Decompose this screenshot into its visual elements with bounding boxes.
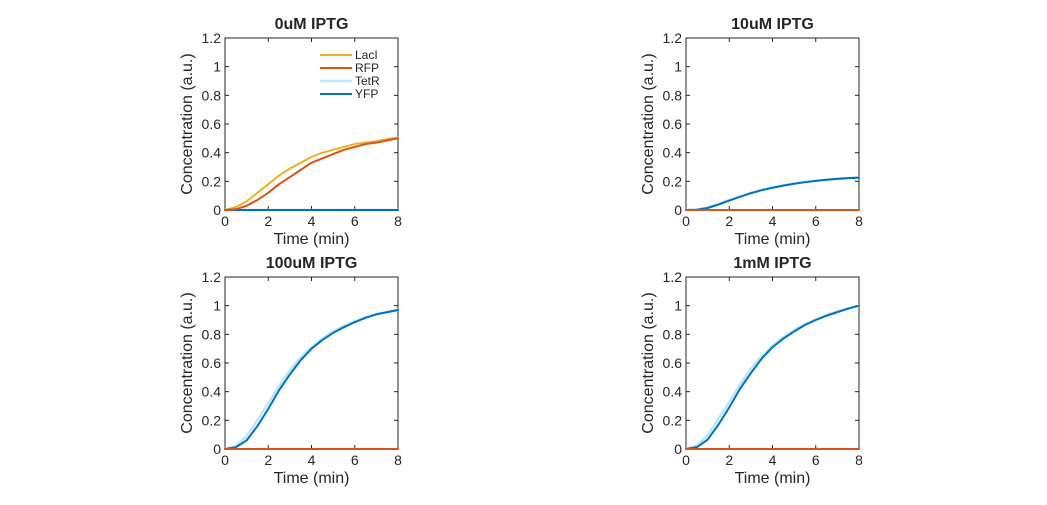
- y-tick-label: 0.6: [202, 116, 222, 132]
- y-tick-label: 1.2: [663, 269, 683, 285]
- x-axis-label: Time (min): [735, 231, 811, 248]
- y-tick-label: 0: [213, 202, 221, 218]
- x-tick-label: 6: [351, 213, 359, 229]
- legend-label: YFP: [355, 87, 378, 101]
- y-tick-label: 0.2: [202, 412, 222, 428]
- x-tick-label: 6: [351, 452, 359, 468]
- y-tick-label: 1: [674, 59, 682, 75]
- legend-label: LacI: [355, 48, 378, 62]
- x-axis-label: Time (min): [735, 470, 811, 487]
- y-axis-label: Concentration (a.u.): [179, 292, 196, 433]
- panel-title: 0uM IPTG: [275, 16, 349, 33]
- plot-area: [224, 276, 399, 450]
- y-tick-label: 1: [213, 298, 221, 314]
- y-tick-label: 0.8: [202, 87, 222, 103]
- y-tick-label: 0.4: [202, 145, 222, 161]
- series-line-yfp: [685, 176, 860, 211]
- x-tick-label: 2: [725, 452, 733, 468]
- series-line-yfp: [224, 308, 399, 450]
- y-tick-label: 1.2: [202, 30, 222, 46]
- y-tick-label: 0.2: [202, 173, 222, 189]
- x-tick-label: 6: [812, 452, 820, 468]
- y-axis-label: Concentration (a.u.): [640, 53, 657, 194]
- y-tick-label: 0.4: [663, 145, 683, 161]
- chart-panel: 0 2 4 6 8 0 0.2 0.4 0.6 0.8 1 1.2 0uM IPTG Time (min)…: [179, 16, 402, 248]
- plot-area: [685, 37, 860, 211]
- panel-title: 100uM IPTG: [266, 255, 358, 272]
- x-tick-label: 6: [812, 213, 820, 229]
- y-tick-label: 0.8: [663, 326, 683, 342]
- y-tick-label: 0: [674, 441, 682, 457]
- x-axis-label: Time (min): [274, 231, 350, 248]
- x-tick-label: 0: [221, 213, 229, 229]
- x-tick-label: 8: [855, 452, 863, 468]
- y-tick-label: 0.8: [663, 87, 683, 103]
- x-tick-label: 0: [682, 213, 690, 229]
- chart-panel: 0 2 4 6 8 0 0.2 0.4 0.6 0.8 1 1.2 10uM IPTG Time (min…: [640, 16, 863, 248]
- x-tick-label: 0: [221, 452, 229, 468]
- y-axis-label: Concentration (a.u.): [179, 53, 196, 194]
- x-tick-label: 2: [264, 452, 272, 468]
- plot-area: [224, 37, 399, 211]
- y-tick-label: 0: [213, 441, 221, 457]
- y-axis-label: Concentration (a.u.): [640, 292, 657, 433]
- series-line-laci: [224, 136, 399, 211]
- x-tick-label: 4: [308, 452, 316, 468]
- chart-panel: 0 2 4 6 8 0 0.2 0.4 0.6 0.8 1 1.2 100uM IPTG Time (mi…: [179, 255, 402, 487]
- y-tick-label: 1: [213, 59, 221, 75]
- chart-panel: 0 2 4 6 8 0 0.2 0.4 0.6 0.8 1 1.2 1mM IPTG Time (min)…: [640, 255, 863, 487]
- x-tick-label: 4: [308, 213, 316, 229]
- y-tick-label: 1.2: [663, 30, 683, 46]
- series-line-rfp: [224, 137, 399, 211]
- plot-area: [685, 276, 860, 450]
- panel-title: 10uM IPTG: [731, 16, 814, 33]
- y-tick-label: 1.2: [202, 269, 222, 285]
- x-tick-label: 8: [855, 213, 863, 229]
- x-tick-label: 8: [394, 213, 402, 229]
- y-tick-label: 0.2: [663, 412, 683, 428]
- y-tick-label: 1: [674, 298, 682, 314]
- x-tick-label: 2: [264, 213, 272, 229]
- y-tick-label: 0.6: [663, 355, 683, 371]
- legend-label: TetR: [355, 74, 380, 88]
- y-tick-label: 0.8: [202, 326, 222, 342]
- x-tick-label: 2: [725, 213, 733, 229]
- y-tick-label: 0.2: [663, 173, 683, 189]
- x-tick-label: 8: [394, 452, 402, 468]
- y-tick-label: 0.6: [663, 116, 683, 132]
- x-axis-label: Time (min): [274, 470, 350, 487]
- y-tick-label: 0.6: [202, 355, 222, 371]
- x-tick-label: 0: [682, 452, 690, 468]
- legend-label: RFP: [355, 61, 379, 75]
- panel-title: 1mM IPTG: [733, 255, 811, 272]
- y-tick-label: 0: [674, 202, 682, 218]
- series-line-yfp: [685, 304, 860, 450]
- x-tick-label: 4: [769, 452, 777, 468]
- y-tick-label: 0.4: [202, 384, 222, 400]
- y-tick-label: 0.4: [663, 384, 683, 400]
- x-tick-label: 4: [769, 213, 777, 229]
